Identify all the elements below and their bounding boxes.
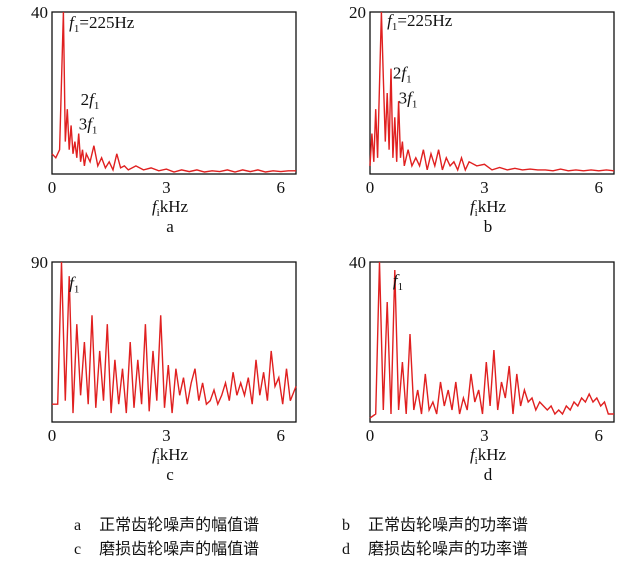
panel-a-annotation-2-sub: 1 bbox=[92, 124, 98, 136]
panel-b-xtick-2: 6 bbox=[595, 178, 604, 197]
panel-a-letter: a bbox=[166, 217, 174, 236]
panel-d-xlabel-sub: i bbox=[475, 455, 478, 467]
caption-d-text: 磨损齿轮噪声的功率谱 bbox=[368, 541, 529, 558]
panel-b-annotation-1-var: f bbox=[401, 63, 408, 82]
panel-d-xlabel: fikHz bbox=[470, 445, 507, 467]
panel-d-ytick-max: 40 bbox=[349, 253, 366, 272]
panel-d-xtick-2: 6 bbox=[595, 426, 604, 445]
panel-a-series-line-0 bbox=[51, 11, 296, 173]
panel-c-frame bbox=[51, 261, 297, 423]
panel-a-annotation-0-sub: 1 bbox=[74, 23, 80, 35]
panel-b-xtick-0: 0 bbox=[366, 178, 375, 197]
panel-d-xtick-0: 0 bbox=[366, 426, 375, 445]
panel-d-series-line-0 bbox=[369, 261, 614, 419]
panel-b-series-line-0 bbox=[369, 11, 615, 172]
panel-a-annotation-0: f1=225Hz bbox=[69, 13, 135, 35]
panel-c-xlabel: fikHz bbox=[152, 445, 189, 467]
caption-c: c 磨损齿轮噪声的幅值谱 bbox=[74, 540, 259, 560]
caption-b-letter: b bbox=[342, 517, 350, 534]
caption-c-text: 磨损齿轮噪声的幅值谱 bbox=[99, 541, 260, 558]
caption-d-letter: d bbox=[342, 541, 350, 558]
panel-b-annotation-0-var: f bbox=[387, 11, 394, 30]
panel-c-letter: c bbox=[166, 465, 174, 484]
panel-c-annotation-0-sub: 1 bbox=[74, 284, 80, 296]
caption-a-text: 正常齿轮噪声的幅值谱 bbox=[99, 517, 260, 534]
panel-a-annotation-2-var: f bbox=[87, 114, 94, 133]
caption-d: d 磨损齿轮噪声的功率谱 bbox=[342, 540, 528, 560]
panel-d-annotation-0-sub: 1 bbox=[398, 281, 404, 293]
panel-b-xlabel-unit: kHz bbox=[478, 197, 507, 216]
panel-c-xtick-2: 6 bbox=[277, 426, 286, 445]
panel-c-annotation-0-var: f bbox=[69, 274, 76, 293]
panel-b-frame bbox=[369, 11, 615, 175]
panel-a-annotation-0-var: f bbox=[69, 13, 76, 32]
panel-b-ytick-max: 20 bbox=[349, 3, 366, 22]
panel-b-letter: b bbox=[484, 217, 493, 236]
panel-a-xtick-1: 3 bbox=[162, 178, 171, 197]
panel-a-annotation-0-text: =225Hz bbox=[79, 13, 134, 32]
panel-a-annotation-1-sub: 1 bbox=[94, 100, 100, 112]
panel-b-xlabel-sub: i bbox=[475, 207, 478, 219]
panel-a-xtick-0: 0 bbox=[48, 178, 57, 197]
panel-b-annotation-1-pre: 2 bbox=[393, 63, 402, 82]
panel-b-xtick-1: 3 bbox=[480, 178, 489, 197]
panel-d-annotation-0: f1 bbox=[393, 271, 403, 293]
caption-a-letter: a bbox=[74, 517, 82, 534]
panel-c-annotation-0: f1 bbox=[69, 274, 79, 296]
panel-d-xlabel-var: f bbox=[470, 445, 477, 464]
panel-d-xtick-1: 3 bbox=[480, 426, 489, 445]
panel-b-annotation-2-sub: 1 bbox=[412, 99, 418, 111]
panel-b-xlabel: fikHz bbox=[470, 197, 507, 219]
panel-d-letter: d bbox=[484, 465, 493, 484]
caption-b-text: 正常齿轮噪声的功率谱 bbox=[368, 517, 529, 534]
panel-a-annotation-2-pre: 3 bbox=[79, 114, 88, 133]
caption-b: b 正常齿轮噪声的功率谱 bbox=[342, 516, 528, 536]
panel-d-annotation-0-var: f bbox=[393, 271, 400, 290]
panel-b-annotation-1: 2f1 bbox=[393, 63, 412, 85]
panel-d-xlabel-unit: kHz bbox=[478, 445, 507, 464]
panel-d-frame bbox=[369, 261, 615, 423]
caption-a: a 正常齿轮噪声的幅值谱 bbox=[74, 516, 259, 536]
panel-c-series-line-0 bbox=[52, 261, 297, 414]
panel-b-annotation-0: f1=225Hz bbox=[387, 11, 453, 33]
panel-b-annotation-0-sub: 1 bbox=[392, 21, 398, 33]
panel-a-xlabel-var: f bbox=[152, 197, 159, 216]
panel-b-annotation-2-var: f bbox=[407, 89, 414, 108]
panel-c-xtick-0: 0 bbox=[48, 426, 57, 445]
panel-b-xlabel-var: f bbox=[470, 197, 477, 216]
panel-b-annotation-2: 3f1 bbox=[399, 89, 418, 111]
panel-b-annotation-0-text: =225Hz bbox=[397, 11, 452, 30]
panel-c-xtick-1: 3 bbox=[162, 426, 171, 445]
panel-a-annotation-2: 3f1 bbox=[79, 114, 98, 136]
panel-c-ytick-max: 90 bbox=[31, 253, 48, 272]
panel-a-xlabel-unit: kHz bbox=[160, 197, 189, 216]
panel-b-annotation-1-sub: 1 bbox=[406, 73, 412, 85]
panel-a-annotation-1-pre: 2 bbox=[81, 90, 90, 109]
panel-c-xlabel-unit: kHz bbox=[160, 445, 189, 464]
panel-a-ytick-max: 40 bbox=[31, 3, 48, 22]
caption-c-letter: c bbox=[74, 541, 82, 558]
panel-a-annotation-1-var: f bbox=[89, 90, 96, 109]
panel-c-xlabel-var: f bbox=[152, 445, 159, 464]
panel-a-xtick-2: 6 bbox=[277, 178, 286, 197]
panel-a-annotation-1: 2f1 bbox=[81, 90, 100, 112]
panel-a-xlabel: fikHz bbox=[152, 197, 189, 219]
panel-a-xlabel-sub: i bbox=[157, 207, 160, 219]
panel-c-xlabel-sub: i bbox=[157, 455, 160, 467]
panel-a-frame bbox=[51, 11, 297, 175]
panel-b-annotation-2-pre: 3 bbox=[399, 89, 408, 108]
